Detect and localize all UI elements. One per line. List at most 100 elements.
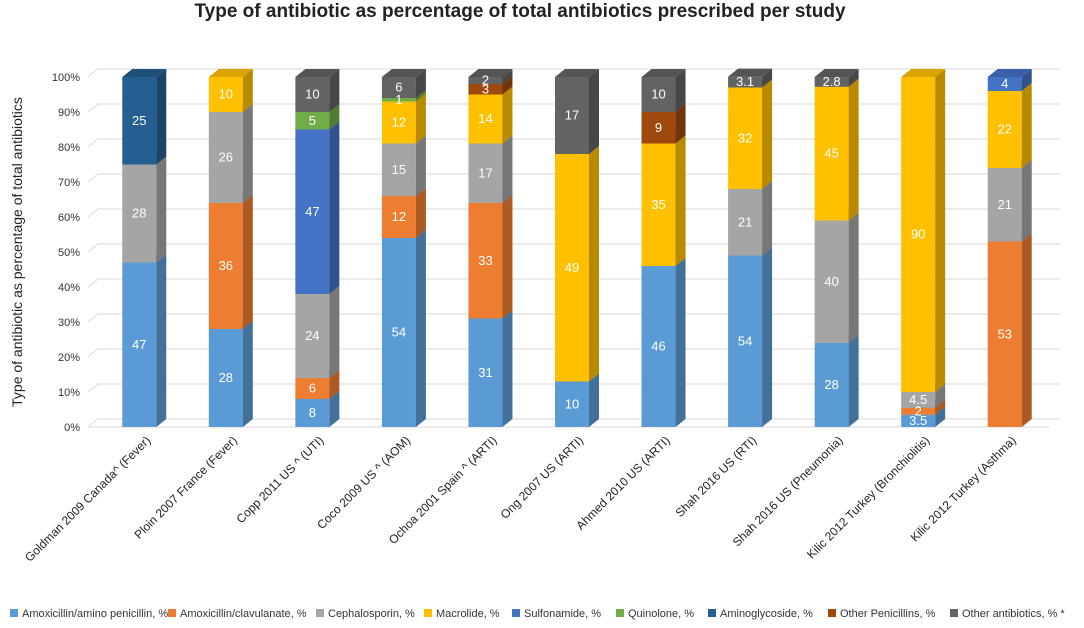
bar-segment: [381, 230, 426, 427]
legend-swatch: [10, 609, 18, 617]
data-label: 4.5: [909, 392, 927, 407]
bar-side: [1021, 69, 1032, 91]
bar-side: [675, 258, 686, 427]
legend-item: Sulfonamide, %: [512, 608, 601, 620]
data-label: 32: [738, 130, 752, 145]
y-tick-label: 40%: [58, 282, 80, 294]
bar-side: [502, 76, 513, 95]
bar-top: [987, 69, 1032, 77]
bar-segment: [295, 121, 340, 294]
data-label: 22: [997, 122, 1011, 137]
bar-side: [935, 69, 946, 392]
data-label: 10: [305, 87, 319, 102]
data-label: 17: [478, 165, 492, 180]
bar-side: [589, 146, 599, 382]
legend-item: Aminoglycoside, %: [708, 608, 813, 620]
bar-front: [728, 87, 763, 189]
bar-segment: [728, 79, 773, 189]
bar-segment: [208, 321, 253, 427]
bar-stack: 28 36 26 10: [208, 69, 253, 427]
bar-top: [728, 68, 773, 77]
bar-side: [762, 247, 773, 427]
legend-label: Sulfonamide, %: [524, 608, 601, 620]
bar-segment: [208, 195, 253, 329]
bar-front: [295, 112, 330, 130]
bar-side: [935, 384, 946, 408]
data-label: 3.1: [736, 74, 754, 89]
bar-side: [762, 79, 773, 189]
bar-front: [295, 378, 330, 399]
bar-side: [242, 195, 253, 329]
bar-top: [295, 69, 340, 77]
bar-side: [415, 135, 426, 196]
data-label: 25: [132, 113, 146, 128]
legend-label: Amoxicillin/amino penicillin, %: [22, 608, 168, 620]
bar-side: [589, 69, 599, 154]
bar-top: [381, 69, 426, 77]
data-label: 3: [482, 81, 489, 96]
data-label: 14: [478, 111, 492, 126]
bar-front: [555, 77, 589, 154]
legend-swatch: [950, 609, 958, 617]
bar-segment: [641, 104, 686, 144]
data-label: 15: [392, 162, 406, 177]
data-label: 47: [132, 337, 146, 352]
bar-side: [935, 406, 946, 427]
bar-segment: [987, 69, 1032, 91]
bar-front: [381, 98, 416, 102]
bar-side: [329, 104, 340, 130]
data-label: 49: [565, 260, 579, 275]
bar-front: [208, 77, 243, 112]
data-label: 2: [482, 73, 489, 88]
bar-side: [848, 212, 859, 343]
bar-top: [555, 69, 599, 77]
bar-side: [848, 78, 859, 221]
legend-swatch: [512, 609, 520, 617]
data-label: 6: [395, 80, 402, 95]
x-category-label: Ahmed 2010 US (ARTI): [573, 433, 672, 532]
bar-side: [329, 370, 340, 399]
legend-swatch: [316, 609, 324, 617]
data-label: 54: [392, 325, 406, 340]
bar-side: [1021, 83, 1032, 168]
bar-stack: 53 21 22 4: [987, 69, 1032, 427]
bar-front: [814, 220, 849, 343]
bar-side: [329, 121, 340, 294]
bar-front: [987, 168, 1022, 242]
bar-side: [502, 310, 513, 427]
bar-segment: [295, 69, 340, 112]
bar-front: [208, 112, 243, 203]
data-label: 2.8: [823, 74, 841, 89]
bar-stack: 10 49 17: [555, 69, 599, 427]
legend-label: Quinolone, %: [628, 608, 694, 620]
bar-side: [762, 68, 773, 88]
data-label: 2: [915, 403, 922, 418]
data-label: 90: [911, 227, 925, 242]
legend-item: Other antibiotics, % *: [950, 608, 1065, 620]
bar-side: [675, 69, 686, 112]
y-tick-label: 10%: [58, 387, 80, 399]
bar-side: [156, 156, 167, 263]
x-axis: Goldman 2009 Canada^ (Fever)Ploin 2007 F…: [22, 433, 1019, 564]
bar-side: [502, 69, 513, 84]
bar-top: [122, 69, 167, 77]
bar-front: [122, 77, 157, 165]
data-label: 53: [997, 326, 1011, 341]
legend-label: Cephalosporin, %: [328, 608, 415, 620]
data-label: 40: [824, 274, 838, 289]
bar-top: [814, 69, 859, 77]
legend-swatch: [616, 609, 624, 617]
bar-stack: 8 6 24 47 5 10: [295, 69, 340, 427]
legend-label: Macrolide, %: [436, 608, 500, 620]
bar-segment: [122, 69, 167, 165]
bar-front: [468, 203, 503, 319]
legend-item: Amoxicillin/amino penicillin, %: [10, 608, 168, 620]
data-label: 33: [478, 253, 492, 268]
bar-stack: 46 35 9 10: [641, 69, 686, 427]
data-label: 8: [309, 405, 316, 420]
bar-stack: 31 33 17 14 32: [468, 69, 513, 427]
bar-segment: [641, 69, 686, 112]
bar-front: [901, 77, 936, 392]
bar-side: [415, 93, 426, 144]
